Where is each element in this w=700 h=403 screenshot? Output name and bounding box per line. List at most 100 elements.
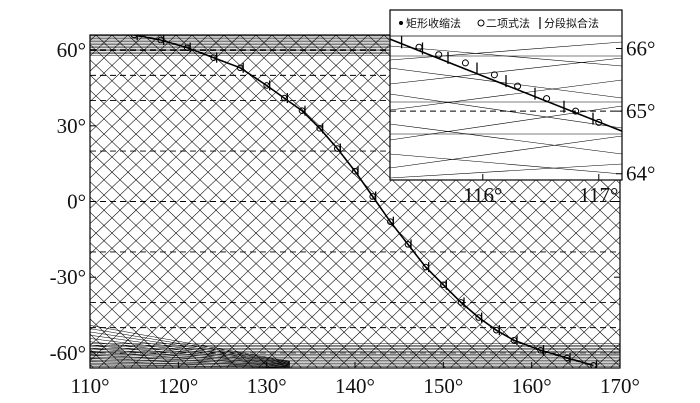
inset-point-circle — [514, 82, 522, 90]
grid-line — [223, 35, 574, 368]
inset-point-circle — [595, 118, 603, 126]
grid-line — [658, 35, 700, 368]
legend-label-3: 分段拟合法 — [544, 16, 599, 30]
grid-line — [90, 351, 291, 366]
inset-curve-series — [390, 36, 622, 132]
grid-line — [271, 35, 620, 367]
inset-frame — [389, 9, 623, 181]
x-axis-ticks: 110° 120° 130° 140° 150° 160° 170° — [70, 362, 640, 398]
y-tick-label: -30° — [50, 265, 86, 289]
grid-line — [688, 35, 700, 368]
y-tick-label: 0° — [67, 190, 86, 214]
grid-line — [90, 35, 353, 285]
grid-line — [0, 35, 62, 368]
grid-line — [90, 35, 385, 316]
inset-y-axis-ticks: 64° 65° 66° — [616, 37, 655, 186]
grid-line — [90, 211, 254, 368]
grid-line — [0, 35, 30, 368]
grid-line — [642, 35, 700, 368]
grid-line — [530, 282, 620, 368]
curve-series — [130, 35, 598, 368]
legend-label-1: 矩形收缩法 — [406, 16, 461, 30]
grid-line — [610, 358, 620, 368]
inset-y-tick-label: 66° — [626, 37, 655, 61]
legend-label-2: 二项式法 — [486, 16, 530, 30]
grid-line — [90, 303, 158, 368]
grid-line — [90, 325, 291, 362]
grid-line — [90, 331, 291, 363]
grid-line — [90, 35, 257, 194]
grid-line — [0, 35, 48, 368]
inset-point-circle — [461, 59, 469, 67]
grid-line — [90, 348, 291, 366]
main-plot: 110° 120° 130° 140° 150° 160° 170° -60° -30° 0° 3… — [0, 34, 700, 398]
inset-point-circle — [543, 95, 551, 103]
grid-line — [90, 35, 161, 103]
grid-line — [90, 272, 190, 368]
grid-line — [90, 35, 241, 179]
grid-line — [482, 236, 620, 368]
x-tick-label: 110° — [70, 374, 109, 398]
grid-line — [466, 221, 620, 368]
inset-point-circle — [572, 107, 580, 115]
y-tick-label: -60° — [50, 341, 86, 365]
x-tick-label: 120° — [158, 374, 198, 398]
inset-grid-line — [390, 105, 622, 141]
grid-line — [0, 35, 16, 368]
grid-line — [90, 166, 302, 368]
grid-line — [90, 257, 206, 368]
grid-line — [90, 35, 193, 133]
grid-line — [90, 35, 129, 72]
grid-line — [111, 35, 462, 368]
grid-line — [624, 35, 700, 368]
grid-line — [90, 333, 126, 368]
inset-x-tick-label: 116° — [463, 183, 502, 207]
grid-line — [90, 35, 225, 163]
grid-line — [546, 297, 620, 368]
grid-line — [303, 35, 620, 337]
grid-line — [90, 59, 414, 368]
inset-grid-line — [390, 123, 622, 155]
grid-line — [498, 251, 620, 368]
grid-line — [0, 35, 14, 368]
x-tick-label: 160° — [512, 374, 552, 398]
series-line — [134, 35, 594, 367]
grid-line — [0, 35, 46, 368]
grid-line — [354, 114, 620, 368]
y-tick-label: 30° — [57, 114, 86, 138]
inset-graticule-grid — [390, 41, 622, 179]
y-tick-label: 60° — [57, 38, 86, 62]
legend-circle-marker — [477, 19, 485, 27]
grid-line — [656, 35, 700, 368]
inset-y-tick-label: 64° — [626, 162, 655, 186]
inset-point-circle — [490, 71, 498, 79]
grid-line — [90, 227, 238, 368]
grid-line — [90, 35, 305, 240]
inset-grid-line — [390, 41, 622, 61]
grid-line — [143, 35, 494, 368]
grid-line — [191, 35, 542, 368]
grid-line — [690, 35, 700, 368]
inset-x-tick-label: 117° — [579, 183, 618, 207]
inset-plot: 矩形收缩法 二项式法 分段拟合法 116° 117° 64° 65° 66° — [389, 9, 655, 207]
inset-grid-line — [390, 79, 622, 111]
grid-line — [674, 35, 700, 368]
inset-grid-line — [390, 57, 622, 85]
grid-line — [640, 35, 700, 368]
grid-line — [90, 338, 291, 364]
grid-line — [90, 334, 291, 364]
grid-line — [514, 267, 620, 368]
inset-x-axis-ticks: 116° 117° — [463, 174, 618, 207]
grid-line — [626, 35, 700, 368]
inset-legend: 矩形收缩法 二项式法 分段拟合法 — [399, 16, 599, 30]
grid-line — [90, 344, 291, 365]
grid-line — [90, 242, 222, 368]
x-tick-label: 140° — [335, 374, 375, 398]
grid-line — [90, 35, 433, 362]
grid-line — [90, 357, 291, 367]
grid-line — [0, 35, 78, 368]
inset-grid-line — [390, 153, 622, 175]
grid-line — [0, 35, 32, 368]
grid-line — [90, 354, 291, 367]
